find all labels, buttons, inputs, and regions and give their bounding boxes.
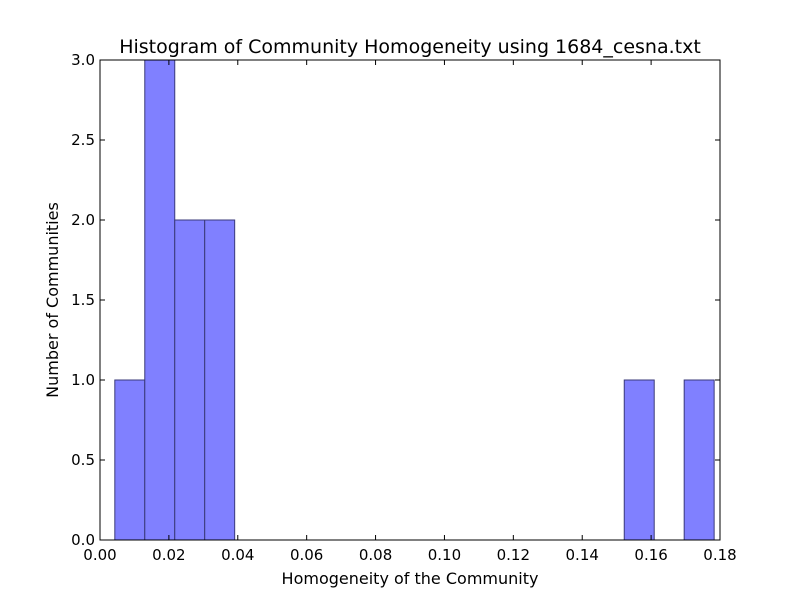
histogram-bar	[683, 379, 715, 541]
y-tick-label: 2.5	[71, 131, 95, 149]
y-axis-title: Number of Communities	[43, 202, 62, 398]
y-tick-label: 2.0	[71, 211, 95, 229]
x-tick-label: 0.00	[83, 546, 116, 564]
x-tick-label: 0.14	[566, 546, 599, 564]
histogram-bar	[114, 379, 146, 541]
chart-title: Histogram of Community Homogeneity using…	[119, 36, 701, 58]
x-tick-label: 0.08	[359, 546, 392, 564]
x-tick-label: 0.16	[634, 546, 667, 564]
y-tick-label: 1.0	[71, 371, 95, 389]
y-axis-ticks: 0.0 0.5 1.0 1.5 2.0 2.5 3.0	[71, 51, 720, 549]
histogram-bar	[204, 219, 236, 541]
y-tick-label: 0.0	[71, 531, 95, 549]
histogram-bar	[623, 379, 655, 541]
y-tick-label: 0.5	[71, 451, 95, 469]
x-tick-label: 0.02	[152, 546, 185, 564]
y-tick-label: 1.5	[71, 291, 95, 309]
x-tick-label: 0.04	[221, 546, 254, 564]
x-tick-label: 0.12	[497, 546, 530, 564]
y-tick-label: 3.0	[71, 51, 95, 69]
x-axis-ticks: 0.00 0.02 0.04 0.06 0.08 0.10 0.12 0.14 0.16 0.18	[83, 60, 737, 564]
histogram-bar	[174, 219, 206, 541]
x-tick-label: 0.10	[428, 546, 461, 564]
bars-group	[114, 59, 715, 541]
histogram-bar	[144, 59, 176, 541]
x-tick-label: 0.18	[703, 546, 736, 564]
x-tick-label: 0.06	[290, 546, 323, 564]
x-axis-title: Homogeneity of the Community	[282, 569, 539, 588]
